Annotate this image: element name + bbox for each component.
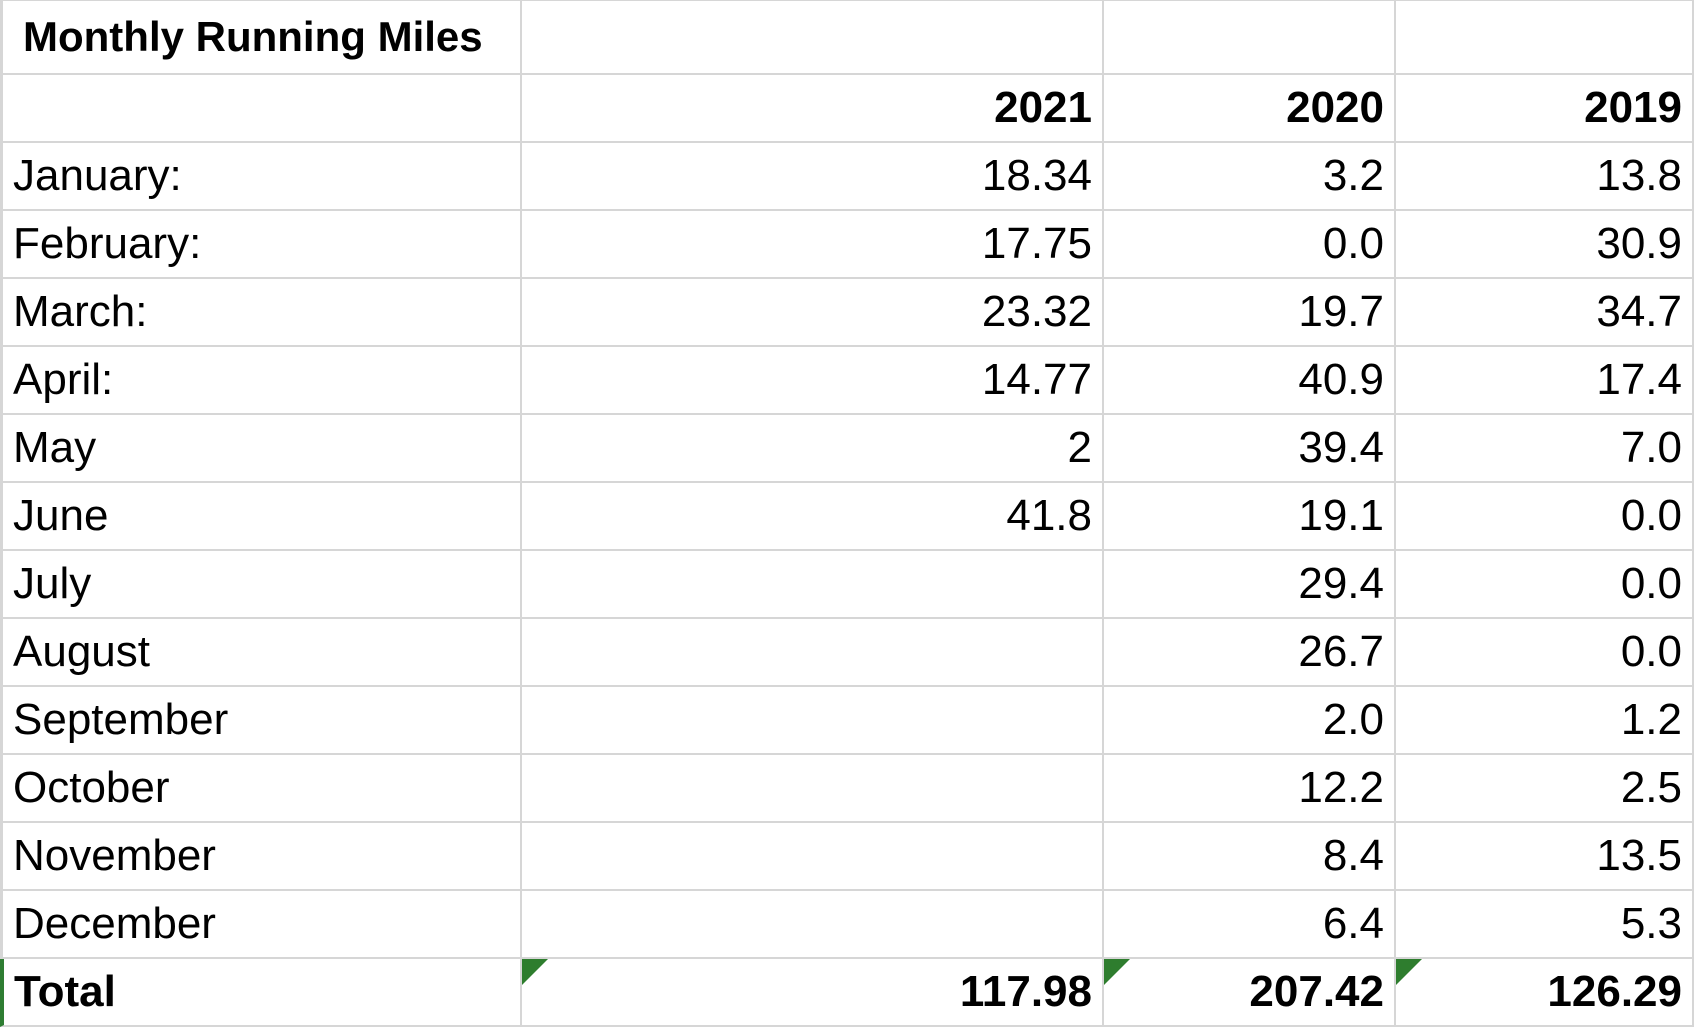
total-cell[interactable]: 117.98	[522, 959, 1104, 1027]
miles-cell[interactable]: 30.9	[1396, 211, 1694, 279]
miles-cell[interactable]: 19.1	[1104, 483, 1396, 551]
miles-cell[interactable]: 7.0	[1396, 415, 1694, 483]
month-label[interactable]: February:	[0, 211, 522, 279]
miles-cell[interactable]: 0.0	[1396, 483, 1694, 551]
miles-cell[interactable]: 18.34	[522, 143, 1104, 211]
miles-cell[interactable]: 17.4	[1396, 347, 1694, 415]
miles-cell[interactable]: 14.77	[522, 347, 1104, 415]
miles-cell[interactable]: 0.0	[1396, 619, 1694, 687]
month-label[interactable]: August	[0, 619, 522, 687]
miles-cell[interactable]	[522, 551, 1104, 619]
year-header[interactable]: 2020	[1104, 75, 1396, 143]
total-cell[interactable]: 207.42	[1104, 959, 1396, 1027]
month-label[interactable]: January:	[0, 143, 522, 211]
miles-cell[interactable]	[522, 755, 1104, 823]
year-header[interactable]: 2019	[1396, 75, 1694, 143]
miles-cell[interactable]: 3.2	[1104, 143, 1396, 211]
miles-cell[interactable]	[522, 619, 1104, 687]
total-value: 117.98	[959, 967, 1092, 1016]
empty-cell[interactable]	[1396, 1, 1694, 75]
miles-cell[interactable]: 0.0	[1104, 211, 1396, 279]
month-label[interactable]: November	[0, 823, 522, 891]
miles-cell[interactable]: 41.8	[522, 483, 1104, 551]
miles-cell[interactable]: 2	[522, 415, 1104, 483]
miles-cell[interactable]: 17.75	[522, 211, 1104, 279]
miles-cell[interactable]: 19.7	[1104, 279, 1396, 347]
total-value: 207.42	[1249, 967, 1384, 1016]
miles-cell[interactable]: 12.2	[1104, 755, 1396, 823]
miles-cell[interactable]: 2.0	[1104, 687, 1396, 755]
total-label[interactable]: Total	[0, 959, 522, 1027]
year-header[interactable]: 2021	[522, 75, 1104, 143]
miles-cell[interactable]: 26.7	[1104, 619, 1396, 687]
miles-cell[interactable]: 0.0	[1396, 551, 1694, 619]
miles-cell[interactable]: 40.9	[1104, 347, 1396, 415]
empty-cell[interactable]	[0, 75, 522, 143]
month-label[interactable]: September	[0, 687, 522, 755]
month-label[interactable]: May	[0, 415, 522, 483]
miles-cell[interactable]: 13.8	[1396, 143, 1694, 211]
green-triangle-icon[interactable]	[1104, 959, 1130, 985]
empty-cell[interactable]	[1104, 1, 1396, 75]
month-label[interactable]: April:	[0, 347, 522, 415]
month-label[interactable]: July	[0, 551, 522, 619]
miles-cell[interactable]: 2.5	[1396, 755, 1694, 823]
green-triangle-icon[interactable]	[1396, 959, 1422, 985]
green-triangle-icon[interactable]	[522, 959, 548, 985]
empty-cell[interactable]	[522, 1, 1104, 75]
miles-cell[interactable]: 39.4	[1104, 415, 1396, 483]
miles-cell[interactable]: 13.5	[1396, 823, 1694, 891]
miles-cell[interactable]: 5.3	[1396, 891, 1694, 959]
total-value: 126.29	[1547, 967, 1682, 1016]
miles-cell[interactable]	[522, 891, 1104, 959]
total-cell[interactable]: 126.29	[1396, 959, 1694, 1027]
miles-cell[interactable]	[522, 823, 1104, 891]
miles-cell[interactable]: 6.4	[1104, 891, 1396, 959]
miles-cell[interactable]: 23.32	[522, 279, 1104, 347]
month-label[interactable]: June	[0, 483, 522, 551]
miles-cell[interactable]	[522, 687, 1104, 755]
miles-cell[interactable]: 34.7	[1396, 279, 1694, 347]
sheet-title[interactable]: Monthly Running Miles	[0, 1, 522, 75]
miles-cell[interactable]: 29.4	[1104, 551, 1396, 619]
month-label[interactable]: March:	[0, 279, 522, 347]
month-label[interactable]: December	[0, 891, 522, 959]
month-label[interactable]: October	[0, 755, 522, 823]
miles-cell[interactable]: 8.4	[1104, 823, 1396, 891]
miles-cell[interactable]: 1.2	[1396, 687, 1694, 755]
